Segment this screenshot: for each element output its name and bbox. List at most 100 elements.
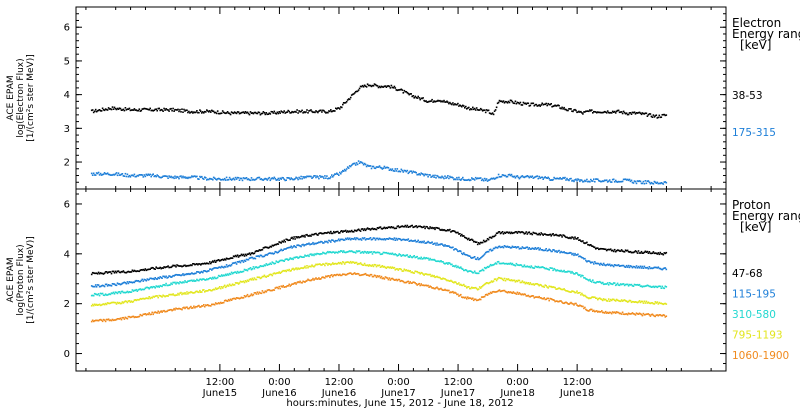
data-point [249, 253, 252, 256]
data-point [139, 313, 142, 316]
data-point [348, 237, 351, 240]
data-point [96, 319, 99, 322]
data-point [643, 265, 646, 268]
data-point [340, 261, 342, 264]
legend-heading: Proton [732, 198, 771, 212]
data-point [336, 230, 338, 233]
data-point [216, 259, 219, 262]
data-point [507, 246, 510, 248]
data-point [230, 111, 233, 113]
data-point [179, 108, 181, 111]
data-point [96, 294, 99, 296]
data-point [607, 284, 610, 286]
data-point [520, 264, 523, 266]
x-axis-title: hours:minutes, June 15, 2012 - June 18, … [286, 398, 513, 409]
data-point [655, 285, 658, 288]
data-point [566, 302, 568, 304]
data-point [110, 174, 113, 176]
data-point [637, 180, 640, 183]
data-point [479, 257, 482, 259]
data-point [234, 254, 237, 257]
data-point [517, 264, 520, 266]
data-point [466, 287, 468, 289]
data-point [565, 108, 567, 111]
data-point [396, 168, 399, 170]
data-point [190, 305, 192, 308]
data-point [184, 307, 186, 310]
data-point [511, 279, 514, 282]
data-point [428, 174, 430, 176]
data-point [642, 252, 645, 254]
data-point [175, 273, 177, 276]
data-point [112, 291, 115, 294]
data-point [245, 112, 248, 114]
data-point [266, 289, 269, 292]
data-point [293, 178, 295, 181]
data-point [516, 232, 519, 234]
data-point [320, 176, 322, 178]
data-point [105, 271, 108, 273]
data-point [511, 292, 514, 294]
data-point [364, 264, 367, 267]
data-point [173, 307, 175, 310]
data-point [432, 287, 434, 289]
data-point [110, 285, 113, 287]
data-point [263, 255, 266, 258]
data-point [527, 294, 530, 297]
data-point [105, 283, 108, 286]
data-point [288, 258, 290, 261]
data-point [226, 179, 229, 181]
data-point [560, 178, 562, 180]
data-point [556, 251, 558, 253]
data-point [575, 178, 577, 181]
data-point [373, 263, 376, 266]
legend-entry: 310-580 [732, 309, 776, 321]
data-point [415, 256, 417, 258]
data-point [302, 112, 304, 114]
data-point [659, 314, 662, 316]
data-point [471, 271, 473, 273]
data-point [258, 255, 261, 258]
data-point [230, 264, 233, 266]
data-point [112, 270, 115, 273]
data-point [346, 237, 349, 239]
data-point [612, 311, 615, 314]
data-point [113, 293, 116, 295]
data-point [470, 238, 472, 241]
data-point [284, 241, 286, 243]
data-point [224, 273, 227, 276]
data-point [596, 111, 598, 114]
data-point [413, 240, 415, 242]
data-point [106, 172, 109, 174]
data-point [451, 280, 453, 283]
data-point [544, 233, 546, 235]
data-point [133, 289, 136, 292]
data-point [171, 294, 173, 296]
data-point [553, 234, 555, 237]
data-point [155, 285, 157, 287]
data-point [375, 228, 378, 231]
data-point [544, 267, 546, 270]
data-point [188, 110, 190, 113]
data-point [197, 178, 199, 180]
data-point [545, 233, 547, 236]
data-point [276, 179, 279, 181]
data-point [545, 284, 547, 287]
data-point [269, 252, 272, 254]
data-point [320, 232, 322, 234]
data-point [620, 313, 623, 315]
y-axis-label-line: log(Proton Flux) [16, 244, 26, 315]
data-point [609, 311, 612, 314]
data-point [259, 277, 262, 280]
data-point [437, 276, 439, 279]
data-point [556, 269, 558, 271]
data-point [238, 179, 241, 181]
data-point [465, 269, 467, 271]
data-point [371, 238, 374, 241]
data-point [427, 273, 429, 276]
data-point [313, 279, 315, 281]
data-point [162, 267, 164, 269]
data-point [134, 299, 137, 301]
data-point [552, 299, 554, 301]
data-point [527, 231, 530, 234]
